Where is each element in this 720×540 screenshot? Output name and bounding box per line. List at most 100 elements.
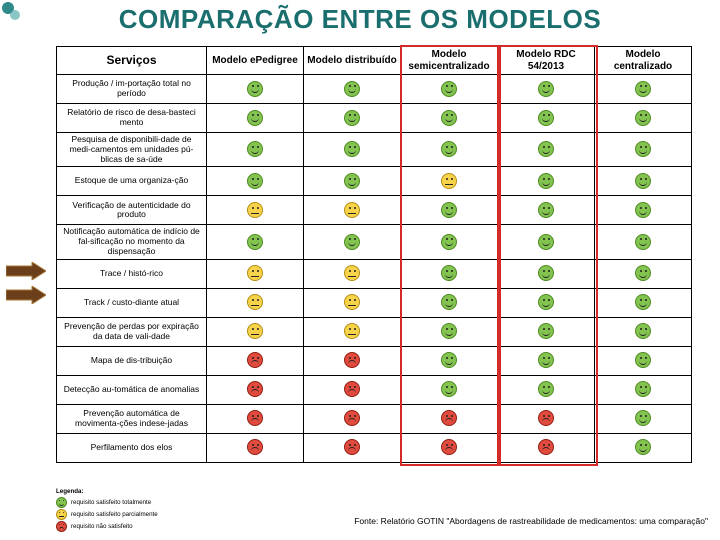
green-face-icon bbox=[635, 410, 651, 426]
green-face-icon bbox=[635, 234, 651, 250]
status-cell bbox=[304, 288, 401, 317]
legend-label: requisito não satisfeito bbox=[71, 522, 133, 531]
green-face-icon bbox=[247, 234, 263, 250]
green-face-icon bbox=[538, 202, 554, 218]
status-cell bbox=[207, 346, 304, 375]
status-cell bbox=[498, 167, 595, 196]
status-cell bbox=[595, 196, 692, 225]
status-cell bbox=[207, 317, 304, 346]
green-face-icon bbox=[538, 81, 554, 97]
status-cell bbox=[304, 317, 401, 346]
yellow-face-icon bbox=[247, 202, 263, 218]
status-cell bbox=[304, 196, 401, 225]
status-cell bbox=[498, 375, 595, 404]
yellow-face-icon bbox=[344, 265, 360, 281]
table-row: Verificação de autenticidade do produto bbox=[57, 196, 692, 225]
status-cell bbox=[498, 433, 595, 462]
header-col-0: Modelo ePedigree bbox=[207, 47, 304, 75]
status-cell bbox=[207, 196, 304, 225]
green-face-icon bbox=[344, 141, 360, 157]
green-face-icon bbox=[56, 497, 67, 508]
green-face-icon bbox=[344, 110, 360, 126]
legend-item: requisito satisfeito totalmente bbox=[56, 497, 158, 508]
status-cell bbox=[595, 375, 692, 404]
status-cell bbox=[595, 317, 692, 346]
status-cell bbox=[595, 346, 692, 375]
row-label: Verificação de autenticidade do produto bbox=[57, 196, 207, 225]
comparison-table-wrap: Serviços Modelo ePedigree Modelo distrib… bbox=[56, 46, 692, 463]
row-label: Notificação automática de indício de fal… bbox=[57, 225, 207, 259]
green-face-icon bbox=[441, 381, 457, 397]
legend-item: requisito satisfeito parcialmente bbox=[56, 509, 158, 520]
page-title: COMPARAÇÃO ENTRE OS MODELOS bbox=[0, 4, 720, 35]
red-face-icon bbox=[441, 439, 457, 455]
green-face-icon bbox=[635, 439, 651, 455]
row-label: Detecção au-tomática de anomalias bbox=[57, 375, 207, 404]
side-arrows bbox=[6, 262, 46, 310]
red-face-icon bbox=[247, 410, 263, 426]
green-face-icon bbox=[247, 81, 263, 97]
green-face-icon bbox=[538, 323, 554, 339]
status-cell bbox=[595, 404, 692, 433]
green-face-icon bbox=[538, 381, 554, 397]
status-cell bbox=[207, 375, 304, 404]
status-cell bbox=[401, 288, 498, 317]
row-label: Track / custo-diante atual bbox=[57, 288, 207, 317]
yellow-face-icon bbox=[344, 323, 360, 339]
status-cell bbox=[595, 259, 692, 288]
red-face-icon bbox=[344, 410, 360, 426]
green-face-icon bbox=[538, 265, 554, 281]
table-row: Detecção au-tomática de anomalias bbox=[57, 375, 692, 404]
green-face-icon bbox=[538, 294, 554, 310]
row-label: Pesquisa de disponibili-dade de medi-cam… bbox=[57, 133, 207, 167]
red-face-icon bbox=[344, 439, 360, 455]
green-face-icon bbox=[635, 173, 651, 189]
legend-title: Legenda: bbox=[56, 487, 158, 496]
table-row: Prevenção automática de movimenta-ções i… bbox=[57, 404, 692, 433]
green-face-icon bbox=[247, 173, 263, 189]
status-cell bbox=[595, 75, 692, 104]
header-col-1: Modelo distribuído bbox=[304, 47, 401, 75]
status-cell bbox=[498, 346, 595, 375]
green-face-icon bbox=[441, 323, 457, 339]
table-row: Perfilamento dos elos bbox=[57, 433, 692, 462]
legend-item: requisito não satisfeito bbox=[56, 521, 158, 532]
green-face-icon bbox=[344, 81, 360, 97]
status-cell bbox=[304, 375, 401, 404]
table-row: Pesquisa de disponibili-dade de medi-cam… bbox=[57, 133, 692, 167]
comparison-table: Serviços Modelo ePedigree Modelo distrib… bbox=[56, 46, 692, 463]
green-face-icon bbox=[441, 110, 457, 126]
red-face-icon bbox=[441, 410, 457, 426]
status-cell bbox=[304, 167, 401, 196]
yellow-face-icon bbox=[441, 173, 457, 189]
green-face-icon bbox=[344, 234, 360, 250]
green-face-icon bbox=[441, 265, 457, 281]
green-face-icon bbox=[441, 352, 457, 368]
yellow-face-icon bbox=[56, 509, 67, 520]
legend: Legenda: requisito satisfeito totalmente… bbox=[56, 487, 158, 532]
table-row: Relatório de risco de desa-basteci mento bbox=[57, 104, 692, 133]
status-cell bbox=[401, 375, 498, 404]
status-cell bbox=[207, 259, 304, 288]
status-cell bbox=[595, 225, 692, 259]
source-citation: Fonte: Relatório GOTIN "Abordagens de ra… bbox=[354, 516, 708, 526]
table-row: Estoque de uma organiza-ção bbox=[57, 167, 692, 196]
yellow-face-icon bbox=[247, 294, 263, 310]
status-cell bbox=[498, 133, 595, 167]
table-row: Track / custo-diante atual bbox=[57, 288, 692, 317]
row-label: Mapa de dis-tribuição bbox=[57, 346, 207, 375]
green-face-icon bbox=[247, 110, 263, 126]
yellow-face-icon bbox=[344, 202, 360, 218]
green-face-icon bbox=[538, 110, 554, 126]
table-header-row: Serviços Modelo ePedigree Modelo distrib… bbox=[57, 47, 692, 75]
red-face-icon bbox=[247, 352, 263, 368]
status-cell bbox=[401, 133, 498, 167]
status-cell bbox=[304, 259, 401, 288]
green-face-icon bbox=[635, 110, 651, 126]
legend-label: requisito satisfeito totalmente bbox=[71, 498, 151, 507]
header-services: Serviços bbox=[57, 47, 207, 75]
green-face-icon bbox=[635, 381, 651, 397]
status-cell bbox=[304, 133, 401, 167]
green-face-icon bbox=[538, 173, 554, 189]
status-cell bbox=[207, 75, 304, 104]
